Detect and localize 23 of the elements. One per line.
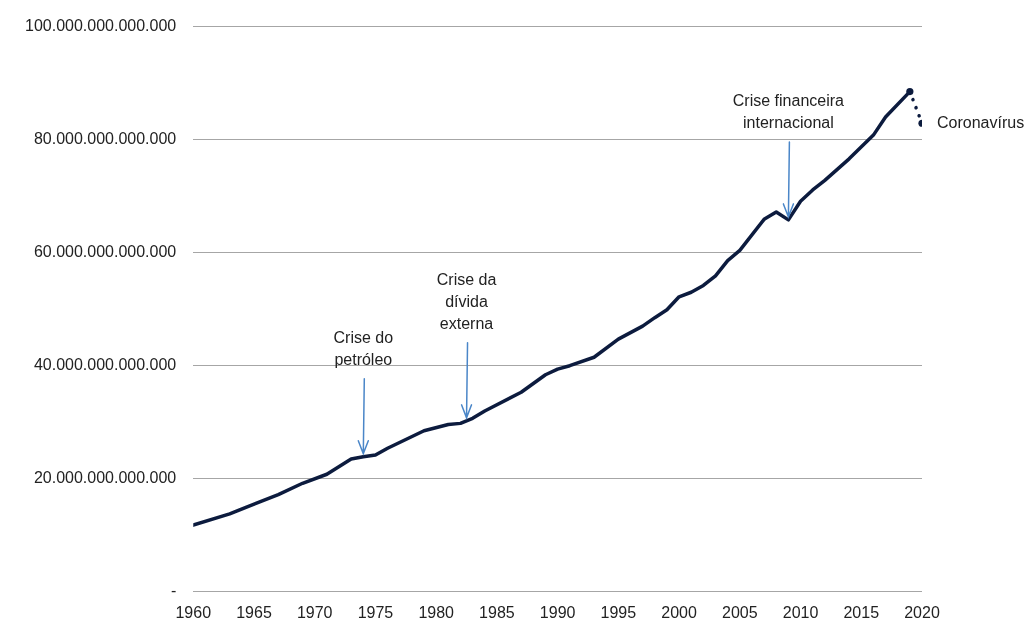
x-tick-label: 2005 xyxy=(722,603,758,621)
y-tick-label: 60.000.000.000.000 xyxy=(33,243,177,261)
annotation: Crise da dívida externa xyxy=(436,271,497,333)
x-tick-label: 2020 xyxy=(904,603,940,621)
y-tick-label: 80.000.000.000.000 xyxy=(33,130,177,148)
x-tick-label: 2010 xyxy=(782,603,819,621)
series-label: Coronavírus xyxy=(937,113,1025,131)
y-tick-label: 20.000.000.000.000 xyxy=(33,469,177,487)
x-tick-label: 1975 xyxy=(357,603,394,621)
x-tick-label: 2015 xyxy=(843,603,880,621)
x-tick-label: 1980 xyxy=(418,603,455,621)
x-tick-label: 2000 xyxy=(661,603,697,621)
annotation: Crise do petróleo xyxy=(333,329,394,369)
x-tick-label: 1970 xyxy=(296,603,333,621)
y-tick-label: 100.000.000.000.000 xyxy=(24,17,177,35)
y-tick-label: - xyxy=(170,582,177,600)
x-tick-label: 1965 xyxy=(236,603,272,621)
x-tick-label: 1960 xyxy=(175,603,212,621)
x-tick-label: 1990 xyxy=(539,603,576,621)
x-tick-label: 1985 xyxy=(479,603,515,621)
y-tick-label: 40.000.000.000.000 xyxy=(33,356,177,374)
x-tick-label: 1995 xyxy=(600,603,637,621)
annotation: Crise financeira internacional xyxy=(732,92,845,132)
